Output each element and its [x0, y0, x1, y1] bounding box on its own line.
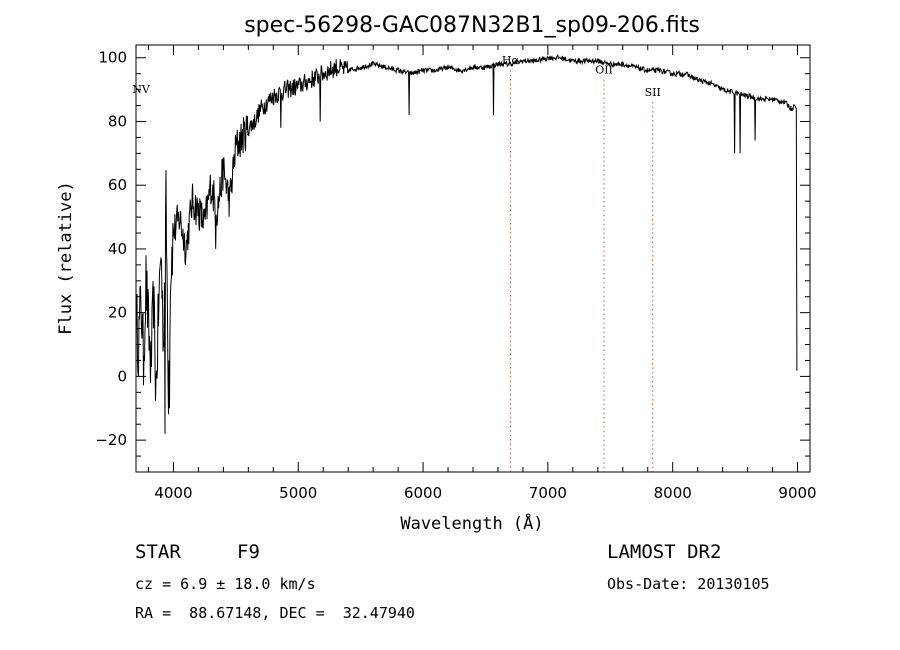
x-tick-label: 8000	[654, 484, 692, 502]
plot-frame	[135, 44, 811, 473]
y-tick-label: 60	[108, 176, 127, 194]
reference-label-3: SII	[645, 86, 661, 99]
x-tick-label: 6000	[404, 484, 442, 502]
x-axis-label: Wavelength (Å)	[400, 512, 543, 534]
x-tick-label: 5000	[279, 484, 317, 502]
ra-dec-coords: RA = 88.67148, DEC = 32.47940	[135, 604, 415, 622]
redshift-cz: cz = 6.9 ± 18.0 km/s	[135, 575, 316, 593]
object-subclass: F9	[237, 541, 260, 563]
y-tick-label: −20	[95, 431, 127, 449]
y-axis-label: Flux (relative)	[56, 181, 76, 335]
survey-name: LAMOST DR2	[607, 541, 722, 563]
y-tick-label: 0	[117, 367, 127, 385]
y-tick-label: 100	[98, 49, 127, 67]
reference-label-2: OII	[595, 64, 613, 77]
y-tick-label: 40	[108, 240, 127, 258]
object-class: STAR	[135, 541, 181, 563]
flux-series-line	[135, 53, 798, 434]
y-tick-label: 20	[108, 304, 127, 322]
observation-date: Obs-Date: 20130105	[607, 575, 770, 593]
x-tick-label: 9000	[778, 484, 816, 502]
reference-label-0: NV	[132, 83, 151, 96]
reference-line-labels: NV Hα OII SII	[132, 54, 661, 99]
x-tick-label: 7000	[529, 484, 567, 502]
x-tick-label: 4000	[154, 484, 192, 502]
y-tick-label: 80	[108, 112, 127, 130]
axes: 4000 5000 6000 7000 8000 9000 −20 0 20 40 60 80 100	[95, 44, 817, 502]
chart-title: spec-56298-GAC087N32B1_sp09-206.fits	[244, 13, 700, 38]
reference-lines	[509, 70, 654, 472]
reference-label-1: Hα	[502, 54, 520, 67]
